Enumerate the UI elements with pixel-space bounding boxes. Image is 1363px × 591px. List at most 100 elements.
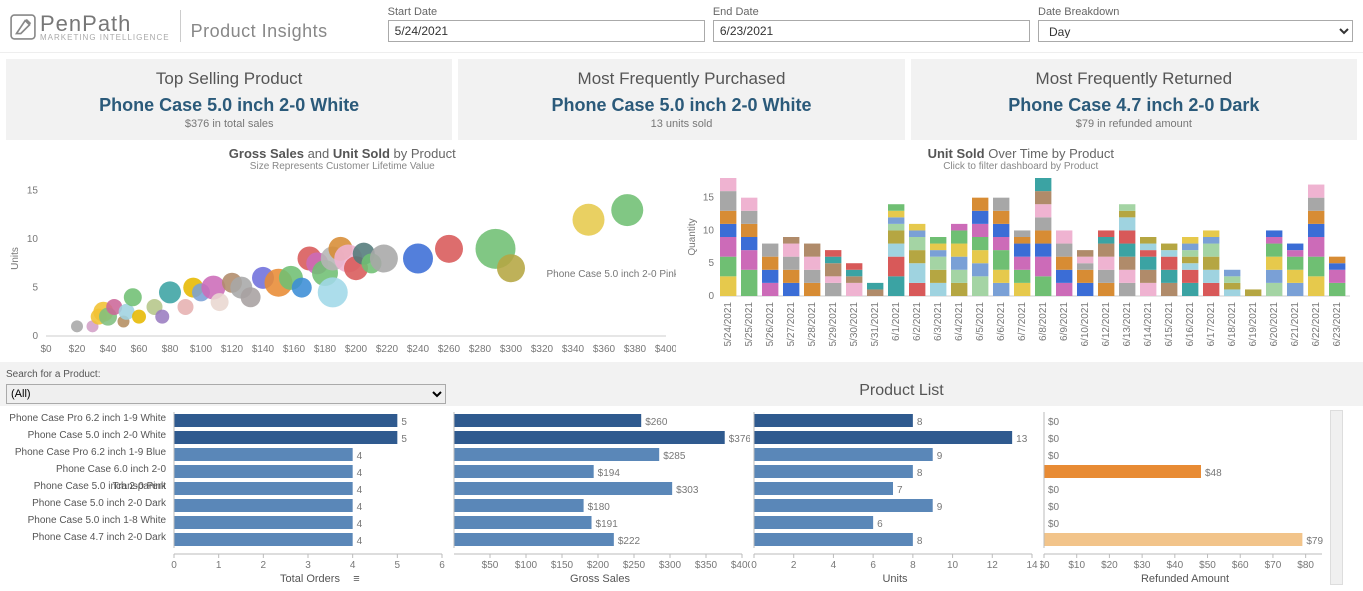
svg-text:5: 5	[708, 258, 714, 269]
brand-logo: PenPath MARKETING INTELLIGENCE	[10, 11, 170, 42]
svg-text:$303: $303	[676, 485, 699, 496]
svg-text:8: 8	[917, 536, 923, 547]
svg-text:$0: $0	[1048, 502, 1060, 513]
page-title: Product Insights	[191, 21, 328, 42]
svg-text:$150: $150	[551, 560, 574, 571]
start-date-input[interactable]	[388, 20, 705, 42]
svg-text:12: 12	[987, 560, 999, 571]
end-date-input[interactable]	[713, 20, 1030, 42]
svg-text:$20: $20	[1101, 560, 1118, 571]
svg-text:6/1/2021: 6/1/2021	[891, 302, 902, 341]
svg-text:6: 6	[877, 519, 883, 530]
svg-text:$20: $20	[69, 344, 86, 355]
svg-text:$0: $0	[1040, 560, 1050, 571]
svg-text:0: 0	[751, 560, 757, 571]
svg-text:5/27/2021: 5/27/2021	[786, 302, 797, 347]
svg-text:$320: $320	[531, 344, 554, 355]
kpi-value: Phone Case 5.0 inch 2-0 White	[10, 95, 448, 116]
gross-column: $260$376$285$194$303$180$191$222$50$100$…	[450, 410, 750, 585]
svg-text:6: 6	[870, 560, 876, 571]
svg-text:$50: $50	[482, 560, 499, 571]
svg-text:6/14/2021: 6/14/2021	[1143, 302, 1154, 347]
svg-text:6/18/2021: 6/18/2021	[1227, 302, 1238, 347]
svg-text:Phone Case 5.0 inch 2-0 Pink: Phone Case 5.0 inch 2-0 Pink	[547, 269, 677, 280]
svg-text:14: 14	[1027, 560, 1039, 571]
divider	[180, 10, 181, 42]
svg-text:$300: $300	[500, 344, 523, 355]
kpi-sub: 13 units sold	[462, 118, 900, 130]
svg-text:$194: $194	[598, 468, 621, 479]
svg-text:$250: $250	[623, 560, 646, 571]
svg-text:$222: $222	[618, 536, 641, 547]
svg-text:$260: $260	[438, 344, 461, 355]
product-names-column: Phone Case Pro 6.2 inch 1-9 White Phone C…	[6, 410, 170, 585]
svg-text:10: 10	[702, 225, 714, 236]
svg-text:6/16/2021: 6/16/2021	[1185, 302, 1196, 347]
svg-text:6/6/2021: 6/6/2021	[996, 302, 1007, 341]
svg-text:$180: $180	[314, 344, 337, 355]
svg-text:$0: $0	[40, 344, 52, 355]
svg-text:0: 0	[171, 560, 177, 571]
svg-text:1: 1	[216, 560, 222, 571]
svg-text:6: 6	[439, 560, 445, 571]
svg-text:5/24/2021: 5/24/2021	[723, 302, 734, 347]
svg-text:4: 4	[350, 560, 356, 571]
kpi-row: Top Selling Product Phone Case 5.0 inch …	[0, 53, 1363, 140]
svg-text:$48: $48	[1205, 468, 1222, 479]
svg-text:13: 13	[1016, 434, 1028, 445]
svg-text:6/17/2021: 6/17/2021	[1206, 302, 1217, 347]
svg-text:$100: $100	[190, 344, 213, 355]
svg-text:$80: $80	[1297, 560, 1314, 571]
svg-text:2: 2	[261, 560, 267, 571]
svg-text:$40: $40	[1167, 560, 1184, 571]
svg-text:6/19/2021: 6/19/2021	[1248, 302, 1259, 347]
svg-text:6/3/2021: 6/3/2021	[933, 302, 944, 341]
svg-text:5/30/2021: 5/30/2021	[849, 302, 860, 347]
svg-text:$120: $120	[221, 344, 244, 355]
svg-text:10: 10	[27, 234, 39, 245]
search-label: Search for a Product:	[6, 369, 101, 380]
svg-text:$180: $180	[588, 502, 611, 513]
svg-text:$280: $280	[469, 344, 492, 355]
kpi-most-purchased: Most Frequently Purchased Phone Case 5.0…	[458, 59, 904, 140]
chart-subtitle: Click to filter dashboard by Product	[685, 161, 1358, 172]
kpi-title: Most Frequently Purchased	[462, 69, 900, 89]
filter-label: Start Date	[388, 6, 705, 18]
stacked-bar-chart[interactable]: 051015Quantity5/24/20215/25/20215/26/202…	[685, 176, 1355, 356]
svg-text:8: 8	[917, 468, 923, 479]
svg-text:5: 5	[395, 560, 401, 571]
kpi-top-selling: Top Selling Product Phone Case 5.0 inch …	[6, 59, 452, 140]
product-row-label: Phone Case Pro 6.2 inch 1-9 White	[6, 410, 170, 427]
pen-icon	[10, 14, 36, 40]
svg-text:$70: $70	[1265, 560, 1282, 571]
orders-column: 554444440123456Total Orders≡	[170, 410, 450, 585]
svg-text:$220: $220	[376, 344, 399, 355]
refund-column: $0$0$0$48$0$0$0$79$0$10$20$30$40$50$60$7…	[1040, 410, 1330, 585]
svg-text:≡: ≡	[353, 573, 359, 585]
bubble-chart[interactable]: 051015Units$0$20$40$60$80$100$120$140$16…	[6, 176, 676, 356]
svg-text:$30: $30	[1134, 560, 1151, 571]
svg-text:0: 0	[708, 291, 714, 302]
svg-text:4: 4	[357, 485, 363, 496]
svg-text:5: 5	[401, 434, 407, 445]
scrollbar[interactable]	[1330, 410, 1343, 585]
product-list: Phone Case Pro 6.2 inch 1-9 White Phone C…	[0, 406, 1363, 591]
filter-start-date: Start Date	[388, 6, 705, 42]
svg-text:8: 8	[917, 417, 923, 428]
header: PenPath MARKETING INTELLIGENCE Product I…	[0, 0, 1363, 53]
svg-text:5: 5	[401, 417, 407, 428]
svg-text:5/29/2021: 5/29/2021	[828, 302, 839, 347]
svg-text:$200: $200	[587, 560, 610, 571]
product-row-label: Phone Case 5.0 inch 2-0 Pink	[6, 478, 170, 495]
svg-text:$340: $340	[562, 344, 585, 355]
brand-tagline: MARKETING INTELLIGENCE	[40, 33, 170, 42]
filter-breakdown: Date Breakdown Day	[1038, 6, 1353, 42]
svg-text:$191: $191	[596, 519, 619, 530]
svg-text:$350: $350	[695, 560, 718, 571]
svg-text:$200: $200	[345, 344, 368, 355]
svg-text:6/8/2021: 6/8/2021	[1038, 302, 1049, 341]
product-search-select[interactable]: (All)	[6, 384, 446, 404]
breakdown-select[interactable]: Day	[1038, 20, 1353, 42]
kpi-value: Phone Case 5.0 inch 2-0 White	[462, 95, 900, 116]
svg-text:Total Orders: Total Orders	[280, 573, 340, 585]
